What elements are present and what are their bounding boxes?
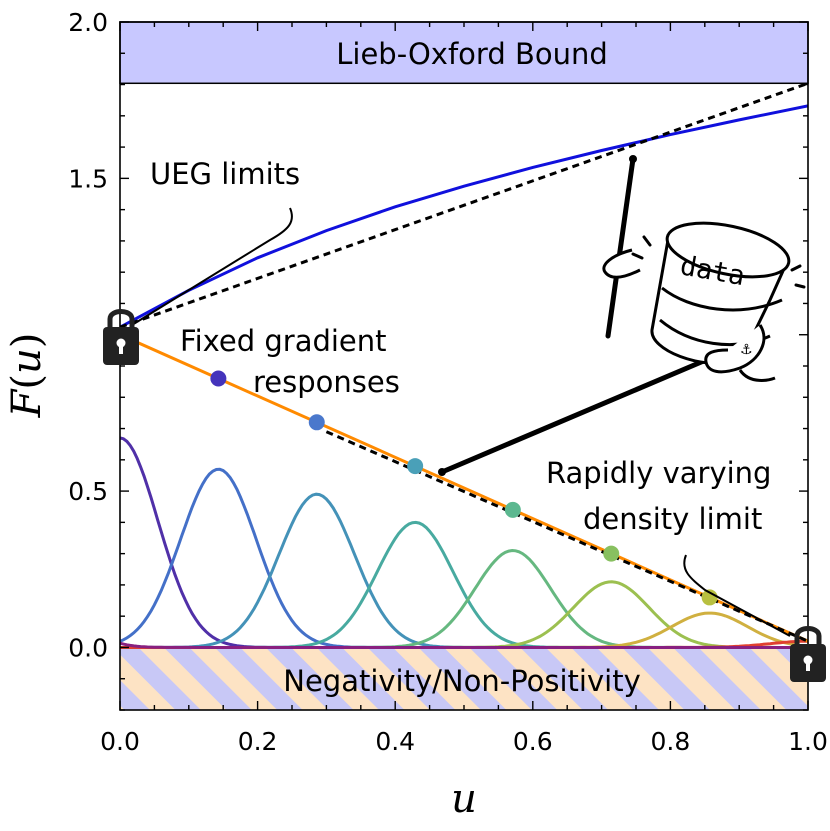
gradient-point-0 — [210, 370, 227, 387]
y-tick-label: 0.5 — [68, 477, 108, 506]
x-axis-title: u — [451, 776, 477, 822]
series-lines — [120, 81, 808, 643]
negativity-label: Negativity/Non-Positivity — [283, 664, 641, 698]
rapid-varying-pointer — [683, 554, 791, 637]
data-cartoon-icon: data ⚓ — [438, 155, 806, 476]
ueg-pointer — [131, 207, 293, 326]
gradient-point-4 — [603, 545, 620, 562]
basis-curve-8 — [120, 641, 808, 649]
negativity-region — [120, 647, 808, 710]
rapid-varying-label-1: Rapidly varying — [546, 456, 771, 490]
x-tick-label: 0.6 — [513, 727, 553, 756]
y-tick-label: 2.0 — [68, 8, 108, 37]
y-axis-title: F(u) — [4, 333, 50, 419]
fixed-gradient-label-1: Fixed gradient — [180, 324, 387, 358]
x-tick-label: 1.0 — [788, 727, 828, 756]
y-tick-label: 0.0 — [68, 633, 108, 662]
x-tick-label: 0.4 — [375, 727, 415, 756]
lock-icon-left — [103, 309, 139, 365]
series-line-0 — [120, 104, 808, 329]
basis-curve-1 — [120, 467, 808, 649]
gradient-point-1 — [308, 414, 325, 431]
series-line-3 — [325, 430, 808, 643]
gradient-point-5 — [701, 589, 718, 606]
x-tick-label: 0.0 — [100, 727, 140, 756]
ueg-limits-label: UEG limits — [150, 157, 300, 191]
axis-ticks: 0.0 0.2 0.4 0.6 0.8 1.0 0.0 0.5 1.5 2.0 — [68, 8, 828, 756]
fixed-gradient-label-2: responses — [253, 365, 400, 399]
gradient-point-3 — [504, 501, 521, 518]
series-line-1 — [120, 81, 808, 329]
lock-icon-right — [790, 626, 826, 682]
lieb-oxford-region — [119, 21, 809, 85]
rapid-varying-label-2: density limit — [583, 502, 762, 536]
basis-curve-3 — [120, 520, 808, 649]
x-tick-label: 0.2 — [238, 727, 278, 756]
x-tick-label: 0.8 — [651, 727, 691, 756]
y-tick-label: 1.5 — [68, 164, 108, 193]
svg-text:⚓: ⚓ — [740, 342, 753, 358]
gradient-point-2 — [407, 458, 424, 475]
fixed-gradient-points — [210, 370, 718, 606]
lieb-oxford-label: Lieb-Oxford Bound — [336, 37, 608, 71]
basis-curves — [120, 436, 808, 649]
